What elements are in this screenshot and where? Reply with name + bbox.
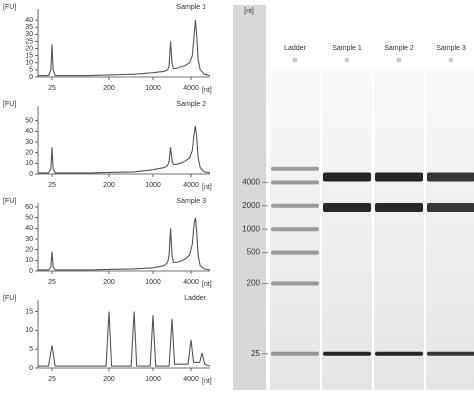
y-tick-label: 40 bbox=[25, 17, 33, 24]
well bbox=[344, 57, 350, 63]
x-tick-label: 1000 bbox=[145, 182, 161, 189]
band bbox=[427, 172, 474, 182]
x-axis-label: [nt] bbox=[202, 184, 212, 191]
lane-label: Sample 1 bbox=[332, 45, 362, 52]
chart-title: Sample 2 bbox=[176, 101, 206, 108]
y-tick-label: 20 bbox=[25, 247, 33, 254]
x-axis-label: [nt] bbox=[202, 378, 212, 385]
trace bbox=[38, 20, 211, 77]
y-axis-label: [FU] bbox=[3, 295, 16, 302]
x-tick-label: 25 bbox=[48, 376, 56, 383]
y-tick-label: 30 bbox=[25, 31, 33, 38]
x-tick-label: 200 bbox=[103, 182, 115, 189]
well bbox=[292, 57, 298, 63]
band bbox=[271, 281, 319, 286]
y-tick-label: 10 bbox=[25, 160, 33, 167]
y-tick-label: 500 bbox=[247, 248, 261, 257]
gel-lane bbox=[426, 70, 474, 390]
x-tick-label: 200 bbox=[103, 85, 115, 92]
x-tick-label: 1000 bbox=[145, 85, 161, 92]
x-tick-label: 4000 bbox=[183, 279, 199, 286]
y-tick-label: 40 bbox=[25, 128, 33, 135]
y-tick-label: 30 bbox=[25, 236, 33, 243]
y-axis-label: [FU] bbox=[3, 198, 16, 205]
y-tick-label: 0 bbox=[29, 365, 33, 372]
gel-lane bbox=[374, 70, 424, 390]
x-tick-label: 1000 bbox=[145, 279, 161, 286]
x-tick-label: 4000 bbox=[183, 182, 199, 189]
x-tick-label: 4000 bbox=[183, 85, 199, 92]
lane-label: Ladder bbox=[284, 45, 306, 52]
y-tick-label: 2000 bbox=[242, 201, 260, 210]
band bbox=[323, 351, 371, 356]
band bbox=[375, 203, 423, 213]
x-tick-label: 25 bbox=[48, 182, 56, 189]
band bbox=[271, 250, 319, 255]
y-tick-label: 10 bbox=[25, 60, 33, 67]
y-tick-label: 50 bbox=[25, 215, 33, 222]
y-tick-label: 60 bbox=[25, 204, 33, 211]
y-tick-label: 0 bbox=[29, 74, 33, 81]
y-tick-label: 5 bbox=[29, 67, 33, 74]
band bbox=[323, 203, 371, 213]
y-tick-label: 25 bbox=[251, 349, 260, 358]
band bbox=[271, 227, 319, 232]
y-tick-label: 200 bbox=[247, 279, 261, 288]
y-tick-label: 5 bbox=[29, 346, 33, 353]
x-tick-label: 25 bbox=[48, 85, 56, 92]
band bbox=[323, 172, 371, 182]
y-axis-label: [nt] bbox=[244, 8, 254, 15]
x-tick-label: 1000 bbox=[145, 376, 161, 383]
y-tick-label: 20 bbox=[25, 150, 33, 157]
band bbox=[271, 166, 319, 171]
x-tick-label: 25 bbox=[48, 279, 56, 286]
gel-lane bbox=[322, 70, 372, 390]
band bbox=[271, 180, 319, 185]
y-tick-label: 10 bbox=[25, 257, 33, 264]
y-tick-label: 15 bbox=[25, 53, 33, 60]
band bbox=[271, 203, 319, 208]
band bbox=[271, 351, 319, 356]
gel-scale-strip bbox=[233, 5, 266, 390]
band bbox=[427, 351, 474, 356]
lane-label: Sample 3 bbox=[436, 45, 466, 52]
chart-title: Ladder bbox=[184, 295, 206, 302]
y-axis-label: [FU] bbox=[3, 4, 16, 11]
well bbox=[396, 57, 402, 63]
y-axis-label: [FU] bbox=[3, 101, 16, 108]
x-tick-label: 4000 bbox=[183, 376, 199, 383]
y-tick-label: 0 bbox=[29, 171, 33, 178]
y-tick-label: 50 bbox=[25, 118, 33, 125]
trace bbox=[38, 311, 211, 367]
y-tick-label: 0 bbox=[29, 268, 33, 275]
y-tick-label: 25 bbox=[25, 38, 33, 45]
band bbox=[427, 203, 474, 213]
y-tick-label: 10 bbox=[25, 327, 33, 334]
y-tick-label: 4000 bbox=[242, 178, 260, 187]
y-tick-label: 20 bbox=[25, 45, 33, 52]
trace bbox=[38, 125, 211, 174]
x-tick-label: 200 bbox=[103, 376, 115, 383]
y-tick-label: 35 bbox=[25, 24, 33, 31]
well bbox=[448, 57, 454, 63]
x-axis-label: [nt] bbox=[202, 281, 212, 288]
band bbox=[375, 351, 423, 356]
x-axis-label: [nt] bbox=[202, 87, 212, 94]
chart-title: Sample 3 bbox=[176, 198, 206, 205]
band bbox=[375, 172, 423, 182]
y-tick-label: 15 bbox=[25, 308, 33, 315]
lane-label: Sample 2 bbox=[384, 45, 414, 52]
y-tick-label: 1000 bbox=[242, 224, 260, 233]
y-tick-label: 30 bbox=[25, 139, 33, 146]
x-tick-label: 200 bbox=[103, 279, 115, 286]
y-tick-label: 40 bbox=[25, 225, 33, 232]
chart-title: Sample 1 bbox=[176, 4, 206, 11]
trace bbox=[38, 217, 211, 271]
